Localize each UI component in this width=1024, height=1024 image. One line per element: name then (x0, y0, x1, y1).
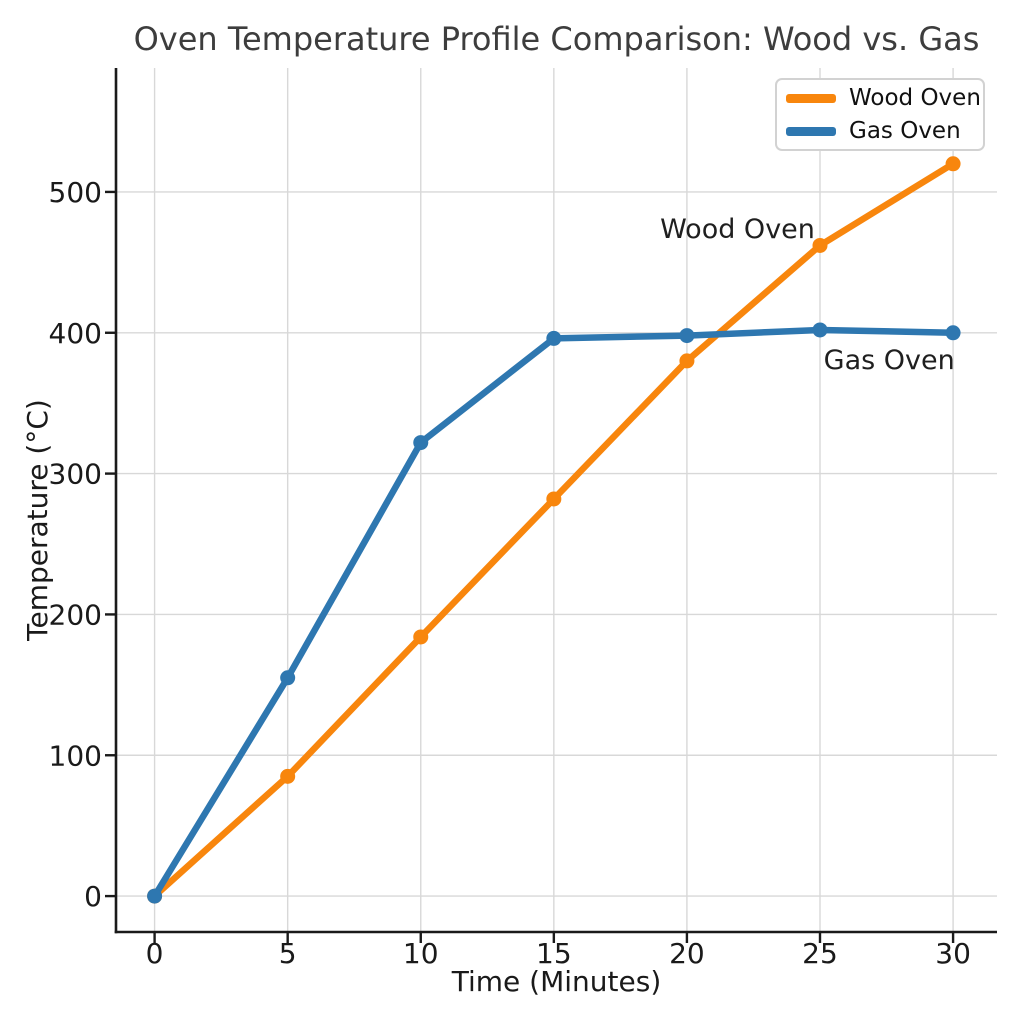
y-tick-label: 200 (49, 598, 102, 631)
wood-oven-marker (280, 768, 296, 784)
x-tick-label: 25 (802, 937, 838, 970)
wood-oven-marker (945, 156, 961, 172)
y-tick-label: 100 (49, 739, 102, 772)
y-tick-label: 500 (49, 176, 102, 209)
wood-oven-marker (413, 629, 429, 645)
wood-oven-marker (546, 491, 562, 507)
x-tick-label: 15 (536, 937, 572, 970)
x-tick-label: 20 (669, 937, 705, 970)
wood-oven-legend-label: Wood Oven (849, 85, 981, 111)
gas-oven-marker (812, 322, 828, 338)
legend-item-gas-oven: Gas Oven (786, 117, 983, 145)
x-tick-label: 30 (935, 937, 971, 970)
y-tick-label: 0 (84, 880, 102, 913)
gas-oven-marker (679, 328, 695, 344)
gas-oven-marker (546, 330, 562, 346)
gas-oven-marker (280, 670, 296, 686)
y-tick-label: 300 (49, 458, 102, 491)
wood-oven-annotation: Wood Oven (660, 214, 815, 245)
wood-oven-marker (812, 237, 828, 253)
y-tick-label: 400 (49, 317, 102, 350)
wood-oven-marker (679, 353, 695, 369)
chart-title: Oven Temperature Profile Comparison: Woo… (133, 20, 980, 58)
gas-oven-legend-swatch (786, 126, 836, 136)
x-tick-label: 5 (279, 937, 297, 970)
x-tick-label: 0 (146, 937, 164, 970)
y-axis-label: Temperature (°C) (21, 399, 54, 641)
gas-oven-legend-label: Gas Oven (849, 118, 961, 144)
gas-oven-annotation: Gas Oven (824, 345, 955, 376)
gas-oven-marker (945, 325, 961, 341)
x-tick-label: 10 (403, 937, 439, 970)
legend-item-wood-oven: Wood Oven (786, 84, 983, 112)
x-axis-label: Time (Minutes) (451, 965, 662, 998)
legend: Wood Oven Gas Oven (775, 78, 985, 151)
gas-oven-marker (413, 435, 429, 451)
wood-oven-legend-swatch (786, 93, 836, 103)
gas-oven-marker (147, 888, 163, 904)
